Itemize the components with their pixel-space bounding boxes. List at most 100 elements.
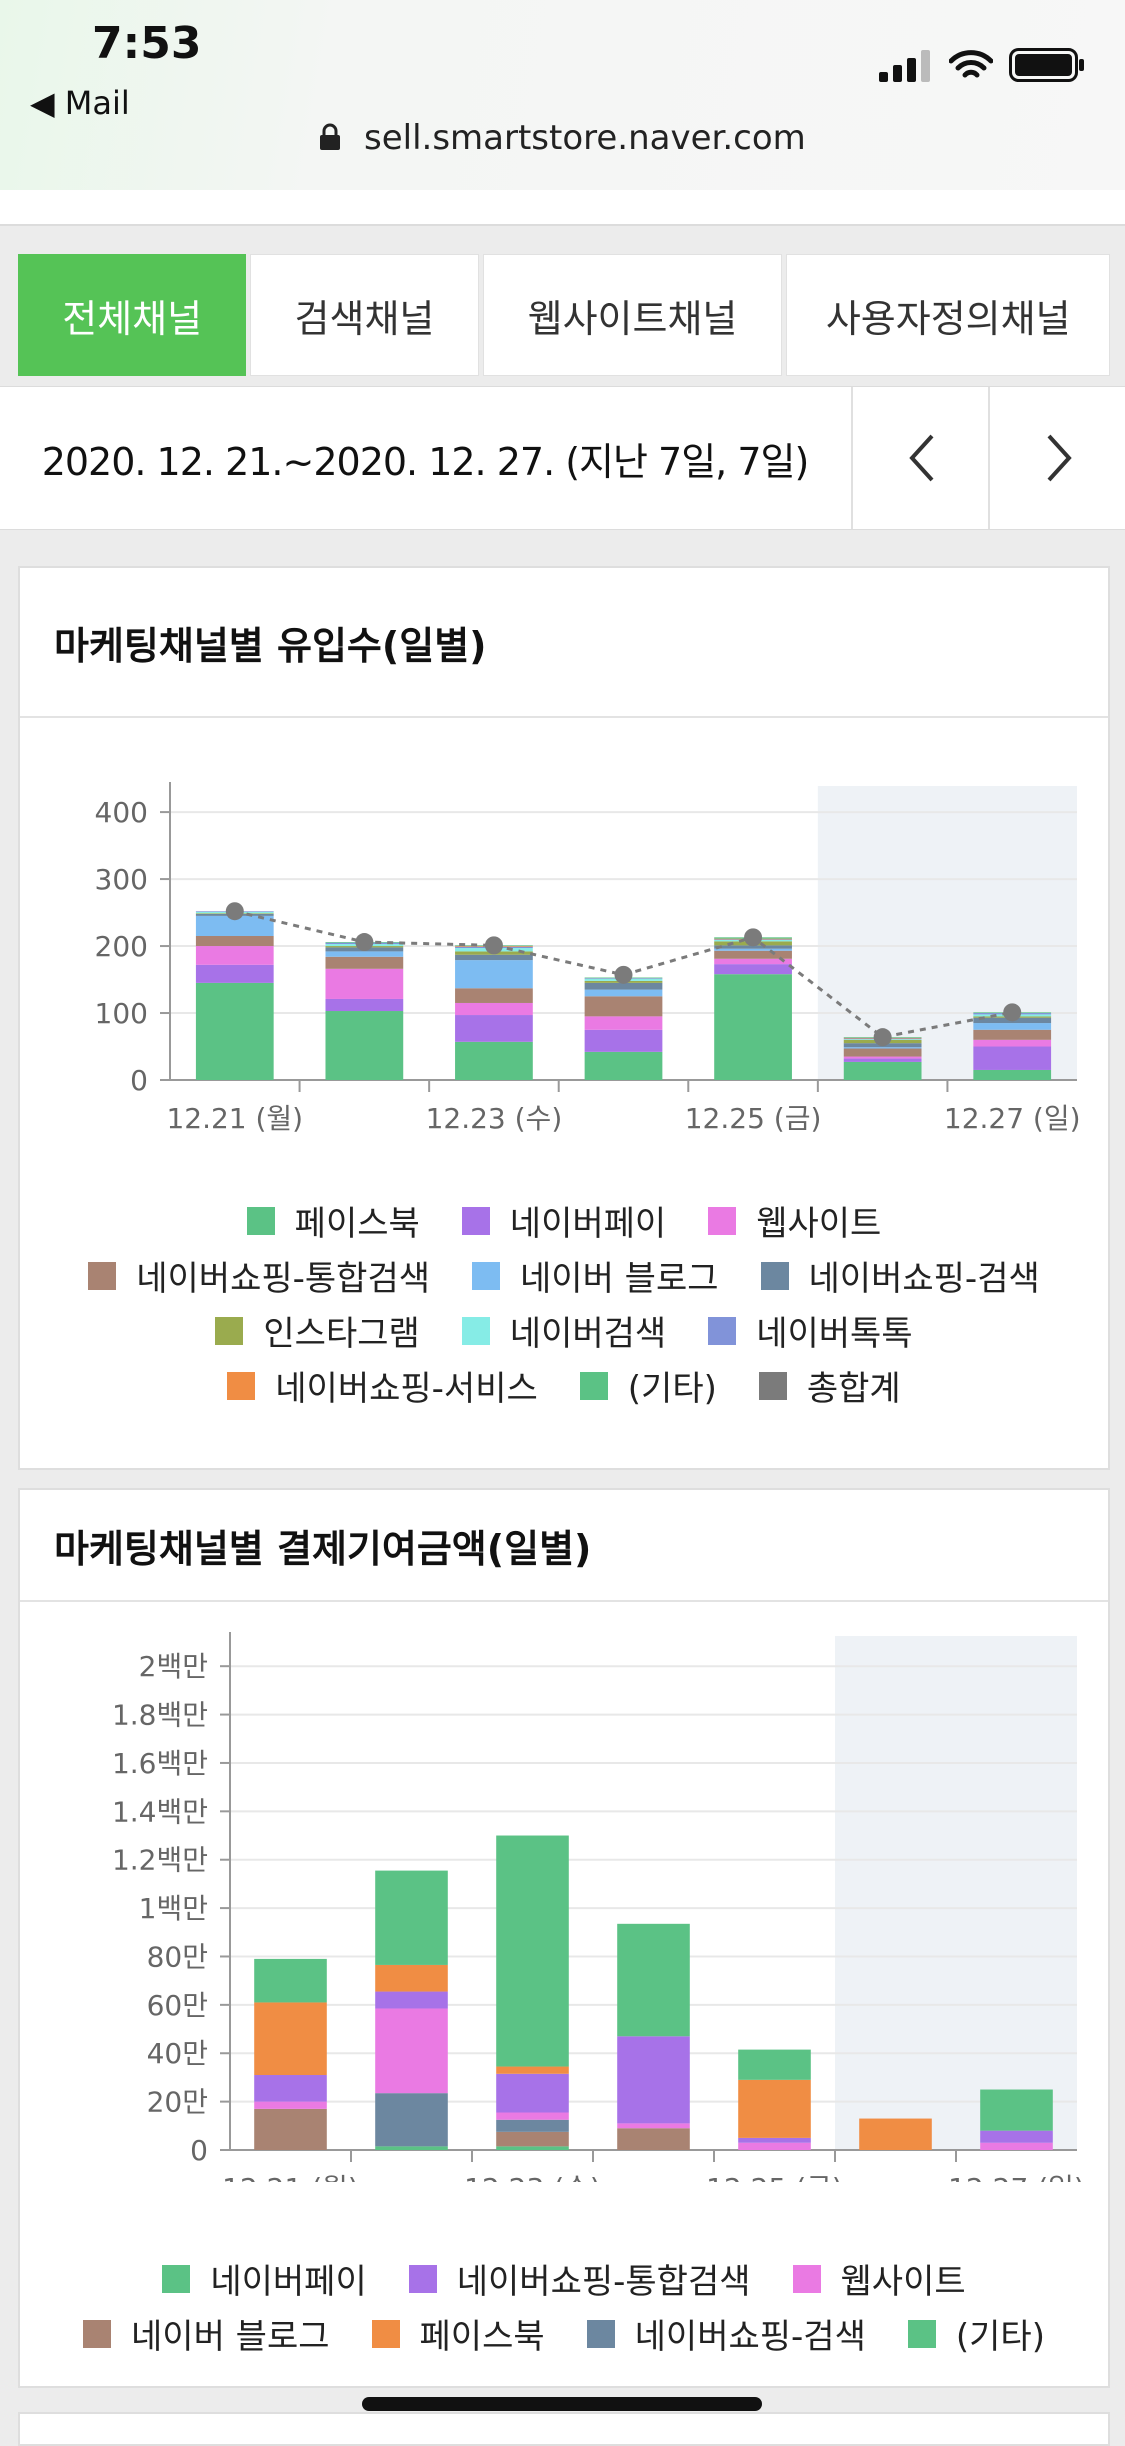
legend-item[interactable]: (기타) (907, 2309, 1045, 2358)
legend-item[interactable]: 네이버페이 (162, 2254, 367, 2303)
bar-segment[interactable] (496, 2119, 569, 2132)
total-point[interactable] (873, 1028, 892, 1047)
bar-segment[interactable] (375, 2093, 448, 2147)
bar-segment[interactable] (584, 989, 663, 997)
total-point[interactable] (614, 965, 633, 984)
legend-item[interactable]: 네이버쇼핑-검색 (586, 2309, 866, 2358)
bar-segment[interactable] (496, 2112, 569, 2120)
tab-search-channel[interactable]: 검색채널 (250, 254, 479, 376)
bar-segment[interactable] (617, 2036, 690, 2124)
legend-item[interactable]: 네이버페이 (461, 1196, 666, 1245)
bar-segment[interactable] (973, 1039, 1052, 1047)
next-period-button[interactable] (988, 387, 1125, 529)
bar-segment[interactable] (714, 964, 792, 975)
home-indicator[interactable] (362, 2397, 762, 2411)
bar-segment[interactable] (496, 2073, 569, 2113)
total-point[interactable] (744, 928, 763, 947)
bar-segment[interactable] (195, 946, 274, 965)
legend-item[interactable]: 네이버쇼핑-통합검색 (408, 2254, 751, 2303)
bar-segment[interactable] (714, 945, 792, 949)
legend-item[interactable]: (기타) (579, 1361, 717, 1410)
bar-segment[interactable] (843, 1047, 922, 1049)
url-bar[interactable]: sell.smartstore.naver.com (0, 118, 1125, 160)
bar-segment[interactable] (496, 2146, 569, 2150)
bar-segment[interactable] (455, 988, 533, 1003)
prev-period-button[interactable] (851, 387, 990, 529)
bar-segment[interactable] (714, 948, 792, 951)
total-point[interactable] (355, 933, 374, 952)
bar-segment[interactable] (973, 1023, 1052, 1030)
legend-item[interactable]: 웹사이트 (708, 1196, 881, 1245)
bar-segment[interactable] (325, 1011, 404, 1080)
bar-segment[interactable] (325, 998, 404, 1012)
legend-item[interactable]: 네이버 블로그 (472, 1251, 719, 1300)
bar-segment[interactable] (617, 2128, 690, 2150)
legend-item[interactable]: 네이버쇼핑-통합검색 (88, 1251, 430, 1300)
bar-segment[interactable] (496, 2066, 569, 2074)
tab-custom-channel[interactable]: 사용자정의채널 (786, 254, 1110, 376)
bar-segment[interactable] (973, 1029, 1052, 1040)
bar-segment[interactable] (738, 2142, 811, 2150)
legend-item[interactable]: 네이버검색 (461, 1306, 666, 1355)
bar-segment[interactable] (375, 2008, 448, 2094)
total-point[interactable] (1003, 1003, 1022, 1022)
bar-segment[interactable] (496, 2131, 569, 2147)
bar-segment[interactable] (375, 1991, 448, 2009)
bar-segment[interactable] (584, 1029, 663, 1052)
total-point[interactable] (225, 902, 244, 921)
total-point[interactable] (484, 936, 503, 955)
legend-item[interactable]: 네이버쇼핑-검색 (760, 1251, 1040, 1300)
legend-item[interactable]: 웹사이트 (792, 2254, 966, 2303)
bar-segment[interactable] (195, 964, 274, 983)
bar-segment[interactable] (843, 1048, 922, 1057)
bar-segment[interactable] (195, 982, 274, 1080)
bar-segment[interactable] (455, 960, 533, 989)
bar-segment[interactable] (859, 2118, 932, 2150)
bar-segment[interactable] (584, 1016, 663, 1030)
bar-segment[interactable] (843, 1061, 922, 1080)
legend-item[interactable]: 총합계 (758, 1361, 901, 1410)
back-to-mail-link[interactable]: ◀︎ Mail (30, 84, 130, 122)
bar-segment[interactable] (325, 968, 404, 999)
bar-segment[interactable] (714, 974, 792, 1080)
bar-segment[interactable] (584, 982, 663, 990)
bar-segment[interactable] (254, 2002, 327, 2076)
bar-segment[interactable] (254, 1958, 327, 2003)
tab-all-channels[interactable]: 전체채널 (18, 254, 247, 376)
bar-segment[interactable] (254, 2108, 327, 2150)
bar-segment[interactable] (738, 2137, 811, 2143)
bar-segment[interactable] (980, 2142, 1053, 2150)
bar-segment[interactable] (325, 956, 404, 969)
bar-segment[interactable] (584, 996, 663, 1017)
legend-item[interactable]: 네이버 블로그 (83, 2309, 330, 2358)
bar-segment[interactable] (843, 1056, 922, 1059)
bar-segment[interactable] (980, 2130, 1053, 2143)
bar-segment[interactable] (375, 2146, 448, 2150)
bar-segment[interactable] (980, 2089, 1053, 2131)
bar-segment[interactable] (455, 1015, 533, 1042)
bar-segment[interactable] (254, 2101, 327, 2109)
legend-item[interactable]: 네이버톡톡 (708, 1306, 913, 1355)
bar-segment[interactable] (455, 1002, 533, 1016)
bar-segment[interactable] (254, 2075, 327, 2102)
bar-segment[interactable] (375, 1964, 448, 1992)
bar-segment[interactable] (973, 1069, 1052, 1080)
bar-segment[interactable] (738, 2079, 811, 2138)
bar-segment[interactable] (973, 1046, 1052, 1070)
bar-segment[interactable] (375, 1870, 448, 1965)
bar-segment[interactable] (195, 936, 274, 947)
legend-item[interactable]: 페이스북 (246, 1196, 420, 1245)
tab-website-channel[interactable]: 웹사이트채널 (482, 254, 783, 376)
bar-segment[interactable] (843, 1058, 922, 1062)
bar-segment[interactable] (714, 950, 792, 959)
bar-segment[interactable] (325, 951, 404, 957)
bar-segment[interactable] (496, 1835, 569, 2067)
bar-segment[interactable] (195, 915, 274, 936)
bar-segment[interactable] (455, 1041, 533, 1080)
bar-segment[interactable] (584, 1051, 663, 1080)
legend-item[interactable]: 인스타그램 (215, 1306, 420, 1355)
bar-segment[interactable] (617, 1923, 690, 2037)
legend-item[interactable]: 페이스북 (371, 2309, 545, 2358)
bar-segment[interactable] (455, 954, 533, 961)
bar-segment[interactable] (738, 2049, 811, 2080)
